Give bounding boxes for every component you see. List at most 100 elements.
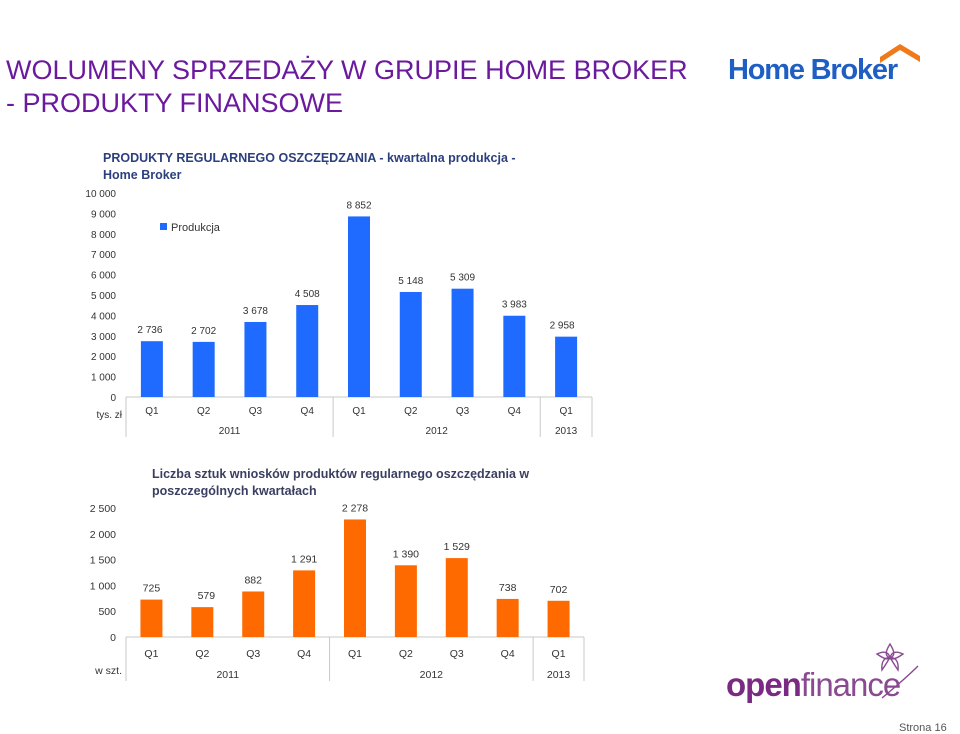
- chart-production-legend: Produkcja: [160, 222, 220, 234]
- chart-production-category-label: Q2: [197, 406, 211, 417]
- chart-production-value-label: 8 852: [346, 200, 371, 211]
- chart-production-value-label: 3 983: [502, 300, 527, 311]
- chart-applications-y-tick-label: 2 000: [90, 529, 116, 541]
- chart-production-bar: [296, 305, 319, 397]
- slide-title-line2: - PRODUKTY FINANSOWE: [6, 88, 344, 118]
- chart-production-y-tick-label: 10 000: [85, 189, 116, 200]
- chart-production-value-label: 5 148: [398, 276, 423, 287]
- open-finance-flower-icon: [875, 642, 919, 699]
- chart-production-y-tick-label: 9 000: [91, 209, 116, 220]
- chart-applications-year-label: 2013: [547, 669, 571, 681]
- chart-applications-y-tick-label: 1 000: [90, 580, 116, 592]
- chart-production-category-label: Q2: [404, 406, 418, 417]
- chart-applications-category-label: Q3: [246, 648, 260, 660]
- chart-applications-bar: [140, 599, 163, 637]
- chart-applications-value-label: 702: [550, 584, 568, 596]
- chart-production-category-label: Q3: [249, 406, 263, 417]
- legend-label: Produkcja: [171, 222, 220, 234]
- chart-production-bar: [399, 291, 422, 397]
- chart-production-category-label: Q1: [145, 406, 159, 417]
- chart-production-title: PRODUKTY REGULARNEGO OSZCZĘDZANIA - kwar…: [103, 151, 516, 182]
- chart-production: 0 1 000 2 000 3 000 4 000 5 000 6 000 7 000 8 00…: [85, 189, 593, 437]
- chart-production-bar: [348, 216, 370, 397]
- chart-production-svg: 0 1 000 2 000 3 000 4 000 5 000 6 000 7 000 8 00…: [85, 189, 593, 437]
- chart-production-bar: [555, 336, 578, 397]
- chart-production-plot: 0 1 000 2 000 3 000 4 000 5 000 6 000 7 000 8 00…: [85, 189, 593, 437]
- chart-production-y-tick-label: 7 000: [91, 250, 116, 261]
- chart-production-category-label: Q4: [508, 406, 522, 417]
- open-finance-logo-open: open: [726, 666, 802, 703]
- chart-production-value-label: 2 702: [191, 326, 216, 337]
- chart-production-value-label: 2 958: [550, 321, 575, 332]
- chart-applications-unit-label: w szt.: [94, 665, 122, 677]
- chart-applications-value-label: 1 529: [444, 541, 470, 553]
- chart-applications-category-label: Q1: [348, 648, 362, 660]
- chart-applications-bar: [496, 598, 519, 637]
- chart-applications-year-label: 2011: [216, 669, 239, 681]
- chart-applications-title: Liczba sztuk wniosków produktów regularn…: [152, 467, 530, 498]
- home-broker-logo: Home Broker: [728, 42, 928, 90]
- open-finance-logo-text: openfinance: [726, 666, 901, 704]
- chart-production-bar: [192, 341, 215, 397]
- chart-production-y-tick-label: 1 000: [91, 373, 116, 384]
- chart-production-unit-label: tys. zł: [96, 410, 122, 421]
- chart-production-value-label: 2 736: [137, 325, 162, 336]
- chart-applications-bar: [445, 558, 468, 637]
- page-number: Strona 16: [899, 722, 947, 734]
- chart-applications-category-label: Q4: [297, 648, 311, 660]
- home-broker-roof-icon: [880, 44, 920, 63]
- chart-production-y-tick-label: 5 000: [91, 291, 116, 302]
- chart-applications-y-tick-label: 500: [98, 606, 116, 618]
- home-broker-logo-text: Home Broker: [728, 54, 898, 86]
- chart-applications-year-label: 2012: [420, 669, 444, 681]
- chart-production-bar: [140, 341, 163, 397]
- chart-production-y-tick-label: 3 000: [91, 332, 116, 343]
- chart-applications-bar: [242, 591, 265, 637]
- chart-applications-value-label: 2 278: [342, 502, 368, 514]
- chart-applications-y-tick-label: 1 500: [90, 555, 116, 567]
- chart-applications-value-label: 882: [244, 574, 262, 586]
- chart-applications-bar: [191, 607, 214, 637]
- chart-production-year-label: 2013: [555, 426, 578, 437]
- chart-production-category-label: Q1: [352, 406, 366, 417]
- open-finance-logo: openfinance: [722, 640, 932, 712]
- chart-production-y-tick-label: 2 000: [91, 352, 116, 363]
- slide-title-line1: WOLUMENY SPRZEDAŻY W GRUPIE HOME BROKER: [6, 55, 688, 85]
- chart-applications-category-label: Q1: [144, 648, 158, 660]
- chart-production-y-tick-label: 4 000: [91, 311, 116, 322]
- chart-applications-value-label: 1 291: [291, 553, 317, 565]
- chart-production-category-label: Q1: [559, 406, 573, 417]
- chart-production-year-label: 2011: [219, 426, 241, 437]
- chart-production-year-label: 2012: [426, 426, 449, 437]
- chart-applications-bar: [344, 519, 366, 637]
- legend-swatch: [160, 223, 167, 230]
- chart-production-value-label: 5 309: [450, 273, 475, 284]
- chart-applications-bar: [394, 565, 417, 637]
- chart-production-value-label: 4 508: [295, 289, 320, 300]
- chart-applications-category-label: Q4: [501, 648, 515, 660]
- chart-applications-value-label: 738: [499, 582, 517, 594]
- chart-applications-y-tick-label: 0: [110, 632, 116, 644]
- chart-production-bar: [503, 315, 526, 397]
- chart-production-y-tick-label: 8 000: [91, 230, 116, 241]
- chart-applications-category-label: Q2: [195, 648, 209, 660]
- chart-applications-category-label: Q2: [399, 648, 413, 660]
- chart-applications-value-label: 579: [198, 590, 216, 602]
- open-finance-logo-finance: finance: [800, 666, 901, 703]
- chart-production-category-label: Q4: [301, 406, 315, 417]
- chart-production-bar: [244, 321, 267, 397]
- chart-applications-category-label: Q3: [450, 648, 464, 660]
- chart-applications-plot: 0 500 1 000 1 500 2 000 2 500 725 Q1 579 Q2 882 Q3 1…: [90, 502, 585, 681]
- chart-applications-y-tick-label: 2 500: [90, 503, 116, 515]
- chart-production-value-label: 3 678: [243, 306, 268, 317]
- chart-applications-bar: [547, 600, 570, 637]
- chart-production-y-tick-label: 0: [110, 393, 116, 404]
- chart-production-y-tick-label: 6 000: [91, 271, 116, 282]
- chart-applications-value-label: 725: [143, 583, 161, 595]
- chart-applications-value-label: 1 390: [393, 548, 419, 560]
- chart-production-category-label: Q3: [456, 406, 470, 417]
- slide-title: WOLUMENY SPRZEDAŻY W GRUPIE HOME BROKER …: [6, 54, 688, 120]
- chart-applications-bar: [293, 570, 316, 637]
